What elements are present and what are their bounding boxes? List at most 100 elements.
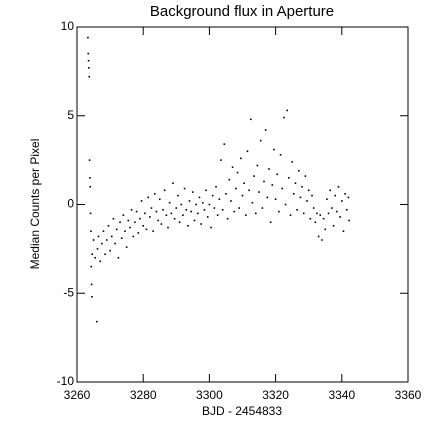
y-axis-label: Median Counts per Pixel: [28, 139, 42, 270]
data-point: [158, 198, 161, 200]
data-point: [289, 214, 292, 216]
data-point: [203, 209, 206, 211]
data-point: [177, 194, 179, 197]
data-point: [329, 189, 332, 192]
data-point: [240, 157, 242, 160]
x-tick-label: 3300: [196, 388, 223, 402]
data-point: [87, 59, 90, 62]
data-point: [334, 194, 336, 197]
data-point: [288, 177, 290, 179]
data-point: [301, 185, 303, 188]
data-point: [342, 230, 345, 232]
data-point: [91, 296, 93, 298]
data-point: [168, 201, 171, 204]
data-point: [122, 214, 125, 216]
data-point: [258, 191, 260, 193]
data-point: [89, 185, 92, 188]
y-tick-label: 10: [61, 19, 75, 33]
y-tick-label: 5: [67, 108, 74, 122]
data-point: [293, 193, 295, 195]
data-point: [182, 214, 184, 216]
x-tick-label: 3280: [130, 388, 157, 402]
data-point: [321, 239, 323, 241]
data-point: [162, 209, 164, 211]
data-point: [299, 196, 302, 199]
data-point: [213, 207, 216, 209]
data-point: [249, 118, 252, 121]
data-point: [92, 239, 95, 241]
data-point: [104, 253, 106, 255]
data-point: [241, 194, 244, 197]
data-point: [173, 217, 176, 220]
data-point: [109, 249, 111, 252]
data-point: [99, 260, 101, 263]
data-point: [311, 194, 313, 197]
data-point: [211, 194, 214, 197]
data-point: [297, 169, 300, 172]
data-point: [89, 212, 92, 215]
data-point: [306, 200, 308, 202]
data-point: [312, 207, 315, 209]
data-point: [266, 196, 269, 199]
data-point: [225, 193, 227, 195]
data-point: [152, 230, 154, 232]
data-point: [102, 230, 105, 232]
data-point: [309, 217, 312, 220]
data-point: [180, 203, 183, 206]
data-point: [163, 189, 166, 192]
data-point: [114, 242, 116, 245]
data-point: [296, 209, 298, 211]
data-point: [170, 212, 173, 215]
data-point: [281, 187, 284, 190]
data-point: [339, 216, 341, 218]
data-point: [129, 226, 131, 229]
x-tick-label: 3360: [395, 388, 422, 402]
data-point: [302, 212, 305, 215]
data-point: [130, 209, 133, 211]
data-point: [200, 223, 202, 225]
data-point: [195, 203, 197, 206]
data-point: [226, 217, 229, 220]
data-point: [344, 193, 346, 195]
y-tick-label: -10: [57, 374, 75, 388]
data-point: [331, 207, 333, 209]
data-point: [144, 212, 146, 215]
data-point: [188, 200, 191, 202]
data-point: [112, 217, 115, 220]
data-point: [256, 164, 259, 167]
data-point: [216, 214, 219, 216]
data-point: [235, 187, 237, 190]
data-point: [89, 177, 91, 179]
data-point: [145, 228, 148, 231]
data-point: [336, 210, 338, 213]
data-point: [319, 214, 322, 216]
data-point: [316, 212, 318, 215]
data-point: [271, 184, 274, 186]
data-point: [220, 159, 222, 161]
data-point: [101, 242, 103, 245]
data-point: [264, 129, 267, 131]
y-tick-label: -5: [63, 285, 74, 299]
x-tick-label: 3340: [328, 388, 355, 402]
data-point: [94, 256, 97, 259]
data-point: [304, 175, 307, 177]
data-point: [134, 221, 136, 224]
data-point: [172, 182, 174, 184]
data-point: [236, 171, 239, 174]
data-point: [107, 225, 110, 227]
data-point: [259, 139, 262, 142]
data-point: [197, 212, 199, 215]
data-point: [193, 219, 196, 222]
data-point: [307, 189, 310, 192]
data-point: [157, 219, 159, 222]
data-point: [153, 193, 156, 195]
data-point: [185, 209, 188, 211]
data-point: [324, 228, 327, 231]
data-point: [228, 178, 231, 181]
data-point: [348, 219, 350, 222]
x-tick-label: 3260: [64, 388, 91, 402]
data-point: [269, 221, 272, 224]
data-point: [110, 235, 113, 238]
data-point: [231, 166, 234, 169]
data-point: [251, 201, 254, 204]
